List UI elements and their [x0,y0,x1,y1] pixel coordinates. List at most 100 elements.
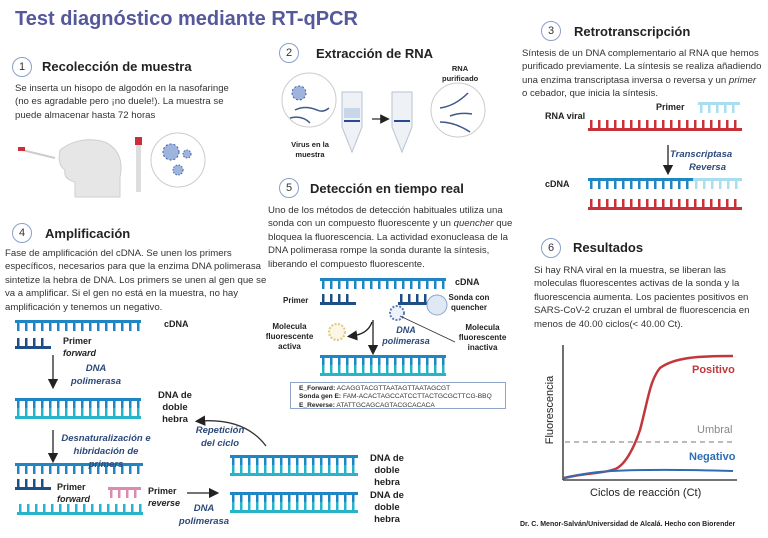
label-doble-hebra: DNA de doble hebra [370,453,404,488]
label-doble-hebra: DNA de doble hebra [158,390,192,425]
label-positivo: Positivo [692,364,735,376]
label-repeticion: Repetición del ciclo [195,425,245,449]
label-enzyme: Transcriptasa Reversa [670,149,733,173]
text: Primer [148,486,177,496]
double-strand-dna [320,355,446,376]
sequence-name: E_Reverse: [299,401,335,409]
section-heading: Recolección de muestra [42,59,192,74]
fluorescence-chart [562,345,737,481]
complementary-strand [17,504,143,515]
section-heading: Retrotranscripción [574,24,691,39]
label-primer-forward: Primer forward [63,335,96,359]
section-text: Fase de amplificación del cDNA. Se unen … [5,248,267,313]
section-text: Si hay RNA viral en la muestra, se liber… [534,265,750,330]
rna-extraction-illustration [281,72,486,154]
text: Uno de los métodos de detección habitual… [268,205,503,230]
rna-strand [588,199,742,210]
section-text: Uno de los métodos de detección habitual… [268,204,516,271]
label-primer: Primer [283,296,309,305]
double-strand-dna [230,455,358,476]
text: Síntesis de un DNA complementario al RNA… [522,48,762,86]
step-number-1: 1 [12,57,32,77]
arrow-left-icon [346,321,373,341]
sequence-name: E_Forward: [299,385,336,392]
section-text: Se inserta un hisopo de algodón en la na… [15,83,229,121]
cycle-arrow-icon [194,415,267,447]
y-axis-label: Fluorescencia [544,375,556,445]
label-primer-forward: Primer forward [57,481,90,505]
x-axis-label: Ciclos de reacción (Ct) [590,487,702,499]
label-polimerasa: DNA polimerasa [70,363,122,387]
cdna-strand [588,178,693,189]
section-heading: Amplificación [45,226,131,241]
label-umbral: Umbral [697,424,733,436]
label-doble-hebra: DNA de doble hebra [370,490,404,525]
primer-strand [320,294,356,305]
section-heading: Resultados [573,240,644,255]
sample-tube-illustration [135,132,206,192]
section-heading: Extracción de RNA [316,46,434,61]
quencher-icon [426,294,448,316]
cdna-strand [15,320,141,331]
primer-sequences-box: E_Forward: ACAGGTACGTTAATAGTTAATAGCGT So… [290,382,506,409]
text: forward [63,348,97,358]
primer-strand [698,102,740,113]
text: que bloquea la fluorescencia. La activid… [268,218,513,270]
label-rna: RNA purificado [442,64,479,83]
step-number-6: 6 [541,238,561,258]
cdna-strand [15,463,143,474]
section-text: Síntesis de un DNA complementario al RNA… [522,47,764,101]
text: o cebador, que inicia la síntesis. [522,88,658,100]
label-primer-reverse: Primer reverse [148,485,180,509]
double-strand-dna [230,492,358,513]
label-rna-viral: RNA viral [545,111,586,121]
label-cdna: cDNA [455,277,480,287]
label-desnaturalizacion: Desnaturalización e hibridación de prime… [61,433,151,470]
primer-strand [693,178,742,189]
label-cdna: cDNA [164,319,189,329]
page-title: Test diagnóstico mediante RT-qPCR [15,8,358,30]
sequence-row: Sonda gen E: FAM-ACACTAGCCATCCTTACTGCGCT… [299,393,505,401]
text: Primer [57,482,86,492]
label-negativo: Negativo [689,451,736,463]
text: forward [57,494,91,504]
label-sonda: Sonda con quencher [448,293,490,312]
label-activa: Molecula fluorescente activa [265,322,314,351]
label-primer: Primer [656,102,685,112]
footer-credit: Dr. C. Menor-Salván/Universidad de Alcal… [520,521,736,528]
sequence-row: E_Forward: ACAGGTACGTTAATAGTTAATAGCGT [299,385,505,393]
text-emphasis: quencher [453,218,494,230]
cdna-strand [320,278,446,289]
label-cdna: cDNA [545,179,570,189]
probe-strand [398,294,428,305]
sequence-name: Sonda gen E: [299,393,342,401]
active-fluorophore-icon [327,322,347,342]
primer-forward-strand [15,338,51,349]
primer-forward-strand [15,479,51,490]
step-number-4: 4 [12,223,32,243]
section-heading: Detección en tiempo real [310,181,464,196]
text: Primer [63,336,92,346]
label-polimerasa: DNA polimerasa [178,503,230,527]
text-emphasis: primer [728,74,757,86]
rna-strand [588,120,742,131]
label-polimerasa: DNA polimerasa [382,325,430,346]
sequence-value: ATATTGCAGCAGTACGCACACA [336,401,435,409]
text: reverse [148,498,181,508]
step-number-2: 2 [279,43,299,63]
step-number-5: 5 [279,178,299,198]
double-strand-dna [15,398,141,419]
sequence-row: E_Reverse: ATATTGCAGCAGTACGCACACA [299,402,505,410]
sequence-value: ACAGGTACGTTAATAGTTAATAGCGT [336,385,451,392]
label-inactiva: Molecula fluorescente inactiva [458,323,507,352]
dna-strands [15,102,742,515]
primer-reverse-strand [108,487,141,498]
step-number-3: 3 [541,21,561,41]
sequence-value: FAM-ACACTAGCCATCCTTACTGCGCTTCG-BBQ [342,393,492,401]
swab-illustration [18,139,122,198]
inactive-fluorophore-icon [389,305,405,321]
negative-curve [563,468,734,479]
label-virus: Virus en la muestra [291,140,329,159]
